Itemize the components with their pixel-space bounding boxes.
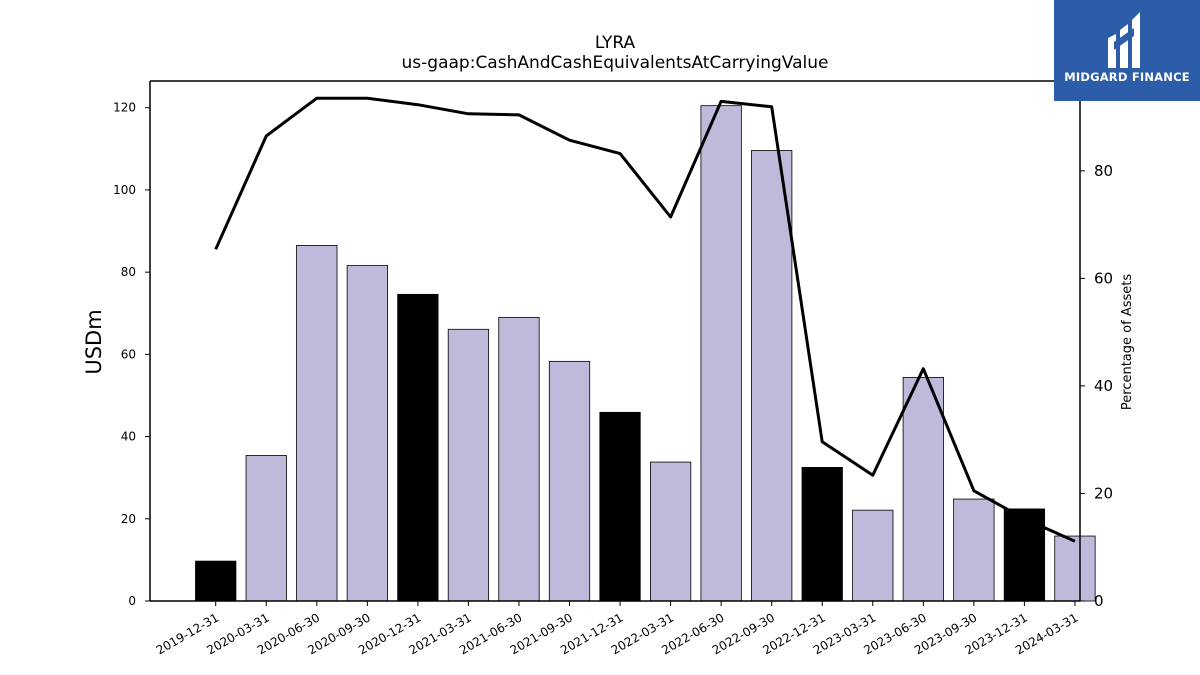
y2-axis-label: Percentage of Assets (1120, 274, 1135, 410)
y2-tick-label: 0 (1094, 592, 1104, 610)
bar (801, 467, 843, 602)
midgard-finance-logo: MIDGARD FINANCE (1054, 0, 1200, 101)
y-axis-label: USDm (82, 309, 106, 374)
y2-tick-label: 20 (1094, 484, 1113, 502)
bar (498, 316, 540, 602)
y-tick-label: 0 (128, 594, 136, 608)
bar (599, 411, 641, 602)
y2-tick-label: 40 (1094, 377, 1113, 395)
y-tick-label: 100 (113, 183, 136, 197)
bar (397, 293, 439, 602)
y-tick-label: 20 (121, 512, 136, 526)
logo-mark-icon (1108, 12, 1140, 68)
bar (953, 498, 995, 602)
bar (1003, 508, 1046, 602)
chart-title: LYRA (595, 33, 636, 53)
y-tick-label: 40 (121, 430, 136, 444)
bar (902, 376, 944, 602)
y-tick-label: 60 (121, 347, 136, 361)
bar (649, 461, 692, 602)
bar (296, 245, 338, 602)
chart-subtitle: us-gaap:CashAndCashEquivalentsAtCarrying… (402, 53, 829, 73)
percentage-line-series (214, 96, 1076, 543)
bar (1054, 535, 1096, 602)
bar (751, 150, 793, 602)
bar (195, 560, 237, 602)
bar (447, 328, 490, 602)
y2-tick-label: 60 (1094, 269, 1113, 287)
bar (245, 455, 287, 602)
bar (700, 105, 742, 602)
y2-tick-label: 80 (1094, 162, 1113, 180)
bar (852, 509, 894, 602)
bar (346, 265, 388, 602)
bar (548, 360, 591, 602)
logo-text: MIDGARD FINANCE (1064, 70, 1190, 84)
y-tick-label: 80 (121, 265, 136, 279)
percentage-line (214, 96, 1076, 543)
bar-series (195, 105, 1096, 602)
y-tick-label: 120 (113, 101, 136, 115)
